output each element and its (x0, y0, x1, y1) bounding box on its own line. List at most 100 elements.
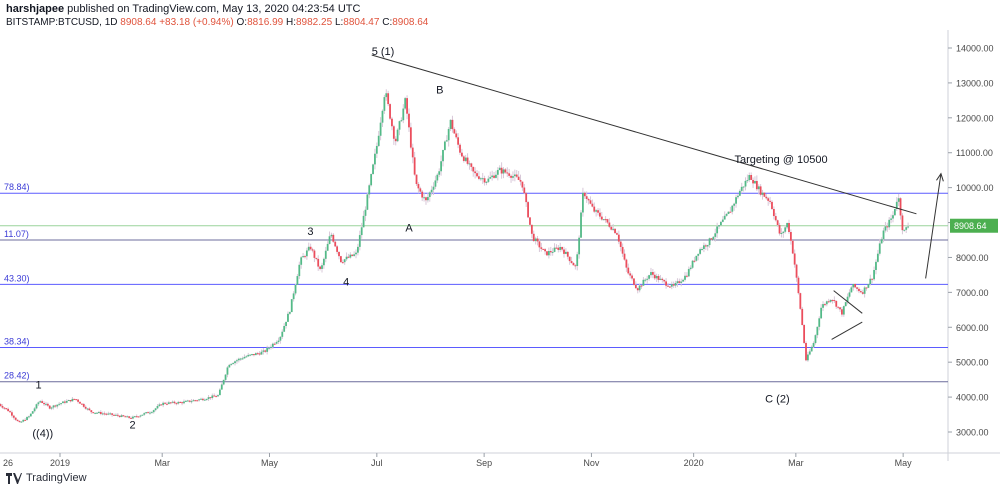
candle-body (419, 188, 422, 192)
candle-body (729, 211, 732, 213)
candle-body (305, 250, 308, 257)
candle-body (39, 401, 42, 403)
candle-body (674, 283, 677, 286)
candle-body (451, 119, 454, 130)
candle-body (364, 209, 367, 216)
fib-level-label: 43.30) (4, 273, 30, 283)
y-tick-label: 5000.00 (956, 358, 989, 368)
candle-body (532, 233, 535, 242)
candle-body (313, 250, 316, 258)
candle-body (657, 275, 660, 280)
tradingview-logo[interactable]: TradingView (6, 472, 87, 484)
y-tick-label: 11000.00 (956, 148, 993, 158)
candle-body (765, 196, 768, 199)
candle-body (780, 232, 783, 234)
candle-body (580, 212, 582, 238)
candle-body (723, 215, 726, 220)
candle-body (90, 410, 93, 413)
candle-body (218, 389, 221, 396)
candle-body (810, 346, 813, 352)
candle-body (391, 118, 393, 127)
candle-body (472, 166, 475, 172)
candle-body (663, 280, 666, 282)
candle-body (805, 342, 807, 361)
candle-body (761, 192, 764, 195)
candle-body (262, 350, 265, 352)
x-tick-label: 2019 (50, 458, 70, 468)
candle-body (778, 225, 781, 234)
candle-body (249, 354, 252, 356)
candle-body (169, 402, 172, 404)
candle-body (570, 261, 573, 263)
candle-body (886, 226, 889, 228)
candle-body (311, 249, 314, 251)
candle-body (67, 400, 70, 402)
candle-body (339, 256, 342, 263)
candle-body (818, 318, 821, 327)
candle-body (710, 238, 713, 240)
candle-body (803, 325, 806, 343)
candle-body (687, 269, 690, 277)
target-arrow-head (936, 172, 944, 182)
candle-body (188, 400, 191, 402)
candle-body (31, 411, 34, 414)
candle-body (232, 363, 235, 365)
candle-body (461, 152, 463, 157)
candle-body (670, 284, 673, 287)
candle-body (871, 278, 874, 280)
candle-body (867, 284, 870, 288)
candle-body (672, 284, 675, 286)
candle-body (801, 308, 804, 326)
candle-body (279, 336, 282, 341)
candle-body (230, 363, 233, 365)
candle-body (203, 399, 206, 401)
candle-body (343, 259, 346, 263)
candle-body (65, 400, 68, 403)
candle-body (440, 161, 443, 172)
author-name[interactable]: harshjapee (6, 3, 65, 15)
candle-body (893, 208, 896, 216)
candle-body (338, 251, 340, 257)
candle-body (283, 325, 286, 332)
candle-body (171, 401, 174, 403)
candle-body (254, 353, 257, 356)
candle-body (907, 226, 910, 228)
candle-body (425, 197, 427, 201)
candle-body (177, 401, 180, 404)
candle-body (217, 395, 219, 397)
candle-body (557, 247, 560, 250)
candle-body (389, 104, 391, 119)
symbol-label[interactable]: BITSTAMP:BTCUSD, 1D (6, 17, 118, 28)
candle-body (589, 200, 592, 204)
candle-body (740, 186, 743, 191)
candle-body (731, 205, 734, 212)
candle-body (404, 98, 407, 109)
candle-body (443, 141, 446, 150)
candle-body (1, 405, 4, 408)
candle-body (873, 269, 875, 280)
candle-body (555, 247, 558, 249)
candle-body (623, 253, 626, 260)
candle-body (856, 287, 858, 289)
candle-body (360, 227, 363, 236)
candle-body (432, 186, 435, 190)
candle-body (183, 401, 185, 404)
candle-body (540, 247, 543, 249)
candle-body (863, 287, 866, 294)
candle-body (372, 164, 374, 175)
candle-body (37, 402, 40, 405)
x-tick-label: Mar (154, 458, 170, 468)
candle-body (748, 175, 751, 181)
last-price: 8908.64 (120, 17, 157, 28)
y-tick-label: 13000.00 (956, 78, 994, 88)
candle-body (767, 198, 770, 201)
candle-body (271, 343, 274, 347)
candle-body (468, 163, 471, 165)
candle-body (374, 153, 376, 165)
candle-body (474, 171, 477, 174)
plot-area (0, 30, 948, 453)
candle-body (222, 379, 225, 385)
low-label: L: (334, 17, 344, 28)
candle-body (86, 408, 89, 410)
